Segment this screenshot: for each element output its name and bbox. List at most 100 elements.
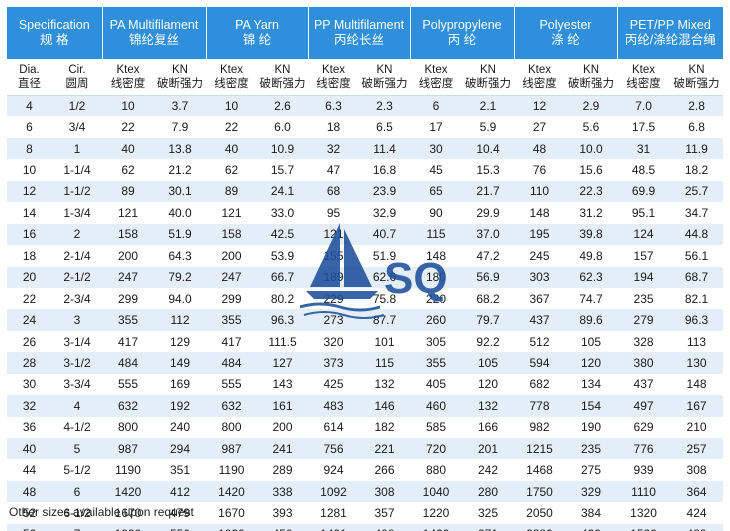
table-cell: 240	[154, 416, 207, 438]
sub-header-en: Ktex	[424, 63, 448, 76]
table-cell: 6.0	[257, 116, 309, 138]
table-cell: 51.9	[154, 223, 207, 246]
table-cell: 200	[206, 245, 258, 267]
table-cell: 89	[206, 180, 258, 203]
table-cell: 2-1/2	[52, 266, 102, 288]
table-row: 40 5 987 294 987 241 756 221 720 201 1215 235 776 257	[7, 438, 724, 460]
table-cell: 4	[7, 95, 52, 117]
table-row: 48 6 1420 412 1420 338 1092 308 1040 280 1750 329 11…	[7, 480, 724, 503]
table-cell: 632	[206, 395, 258, 417]
table-body: 4 1/2 10 3.7 10 2.6 6.3 2.3 6 2.1 12 2.9 7.0 2.8 6 3/4 2…	[7, 95, 724, 531]
table-cell: 614	[308, 416, 360, 438]
sub-header-zh: 线密度	[522, 77, 557, 90]
sub-header-zh: 线密度	[110, 77, 146, 90]
table-cell: 1670	[206, 502, 258, 524]
sub-header-en: Ktex	[220, 63, 244, 76]
table-row: 44 5-1/2 1190 351 1190 289 924 266 880 242 1468 275…	[7, 459, 724, 481]
table-cell: 3-1/4	[52, 330, 102, 353]
sub-header-11: KN 破断强力	[565, 59, 618, 96]
table-cell: 756	[308, 438, 360, 460]
table-cell: 62	[102, 159, 154, 181]
table-cell: 200	[257, 416, 309, 438]
table-cell: 17.5	[617, 116, 671, 138]
table-cell: 143	[257, 373, 309, 396]
table-row: 5671930550193045014914081420371238043915…	[7, 523, 724, 531]
table-cell: 69.9	[617, 180, 671, 203]
table-row: 14 1-3/4 121 40.0 121 33.0 95 32.9 90 29.9 148 31.2…	[7, 202, 724, 224]
group-header-zh: 规 格	[40, 33, 69, 47]
table-cell: 121	[102, 202, 154, 224]
table-cell: 273	[308, 309, 360, 331]
table-cell: 220	[410, 287, 463, 310]
table-cell: 66.7	[257, 266, 309, 288]
table-cell: 96.3	[257, 309, 309, 331]
table-cell: 48	[7, 480, 52, 503]
table-cell: 124	[617, 223, 671, 246]
table-cell: 800	[206, 416, 258, 438]
table-cell: 105	[565, 330, 618, 353]
table-cell: 2-3/4	[52, 287, 102, 310]
table-cell: 111.5	[257, 330, 309, 353]
table-cell: 10	[206, 95, 258, 117]
table-cell: 17	[410, 116, 463, 138]
table-cell: 10	[102, 95, 154, 117]
table-cell: 42.5	[257, 223, 309, 246]
group-header-en: PET/PP Mixed	[629, 18, 711, 32]
table-cell: 594	[514, 352, 566, 374]
table-cell: 393	[257, 502, 309, 524]
table-cell: 257	[670, 438, 724, 460]
table-cell: 56.9	[462, 266, 515, 288]
table-cell: 412	[154, 480, 207, 503]
table-cell: 47	[308, 159, 360, 181]
spec-table-container: Specification 规 格 PA Multifilament 锦纶复丝 PA Y…	[7, 7, 724, 531]
table-cell: 355	[206, 309, 258, 331]
sub-header-zh: 破断强力	[465, 77, 512, 90]
table-row: 20 2-1/2 247 79.2 247 66.7 189 62.6 180 56.9 303 62…	[7, 266, 724, 288]
table-cell: 10.9	[257, 137, 309, 160]
table-row: 12 1-1/2 89 30.1 89 24.1 68 23.9 65 21.7 110 22.3 69…	[7, 180, 724, 203]
table-cell: 52	[7, 502, 52, 524]
table-cell: 7	[52, 523, 102, 531]
group-header-6: PET/PP Mixed 丙纶/涤纶混合绳	[617, 7, 724, 59]
table-cell: 161	[257, 395, 309, 417]
sub-header-zh: 线密度	[214, 77, 249, 90]
table-cell: 1930	[206, 523, 258, 531]
table-cell: 275	[565, 459, 618, 481]
group-header-zh: 丙纶长丝	[334, 33, 385, 47]
group-header-en: PP Multifilament	[313, 18, 405, 32]
table-cell: 3/4	[52, 116, 102, 138]
table-cell: 299	[102, 287, 154, 310]
table-cell: 15.7	[257, 159, 309, 181]
table-cell: 30	[410, 137, 463, 160]
table-cell: 329	[565, 480, 618, 503]
table-cell: 3-1/2	[52, 352, 102, 374]
group-header-zh: 锦 纶	[242, 33, 272, 47]
table-cell: 62	[206, 159, 258, 181]
table-cell: 154	[565, 395, 618, 417]
table-cell: 380	[617, 352, 671, 374]
sub-header-zh: 线密度	[626, 77, 661, 90]
table-cell: 31	[617, 137, 671, 160]
table-cell: 37.0	[462, 223, 515, 246]
table-cell: 328	[617, 330, 671, 353]
sub-header-6: Ktex 线密度	[308, 59, 360, 96]
rope-spec-table: Specification 规 格 PA Multifilament 锦纶复丝 PA Y…	[7, 7, 724, 531]
table-row: 16 2 158 51.9 158 42.5 121 40.7 115 37.0 195 39.8 12…	[7, 223, 724, 246]
table-cell: 338	[257, 480, 309, 503]
sub-header-en: Ktex	[632, 63, 656, 76]
table-cell: 1930	[102, 523, 154, 531]
table-cell: 682	[514, 373, 566, 396]
sub-header-9: KN 破断强力	[462, 59, 515, 96]
table-cell: 1468	[514, 459, 566, 481]
table-cell: 1040	[410, 480, 463, 503]
table-cell: 720	[410, 438, 463, 460]
table-cell: 189	[308, 266, 360, 288]
table-cell: 489	[670, 523, 724, 531]
table-cell: 82.1	[670, 287, 724, 310]
sub-header-en: KN	[480, 63, 496, 76]
table-cell: 247	[102, 266, 154, 288]
table-cell: 149	[154, 352, 207, 374]
sub-header-en: Ktex	[528, 63, 552, 76]
table-cell: 484	[206, 352, 258, 374]
table-cell: 235	[617, 287, 671, 310]
